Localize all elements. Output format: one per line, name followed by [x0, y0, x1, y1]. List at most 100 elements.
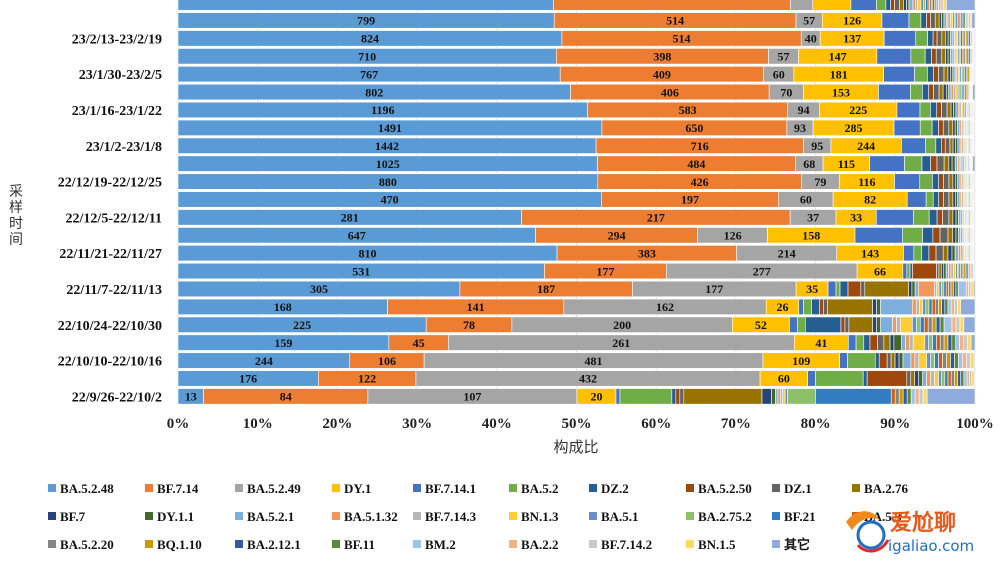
legend-item: BA.5.2: [509, 481, 559, 496]
bar-segment: [970, 334, 976, 351]
y-tick-label: 22/12/5-22/12/11: [66, 211, 162, 226]
segment-value-label: 66: [874, 264, 886, 278]
bar-row: [177, 352, 976, 369]
bar-segment: [947, 30, 951, 47]
segment-value-label: 107: [463, 390, 481, 404]
segment-value-label: 13: [185, 390, 197, 404]
bar-segment: [619, 388, 673, 405]
legend-item: BA.5.2.50: [686, 481, 752, 496]
bar-segment: [840, 316, 846, 333]
x-axis-tick-labels: 0% 10% 20% 30% 40% 50% 60% 70% 80% 90% 100%: [167, 416, 994, 432]
segment-value-label: 52: [755, 318, 767, 332]
y-tick-label: 22/10/10-22/10/16: [58, 355, 162, 370]
bar-segment: [949, 137, 954, 154]
legend-label: BQ.1.10: [157, 537, 202, 552]
bar-segment: [938, 262, 942, 280]
bar-segment: [910, 370, 916, 387]
bar-segment: [973, 137, 976, 154]
bar-segment: [950, 280, 954, 298]
bar-segment: [893, 119, 921, 136]
bar-segment: [932, 30, 938, 47]
bar-segment: [863, 334, 871, 351]
segment-value-label: 200: [613, 318, 631, 332]
bar-segment: [973, 173, 976, 190]
bar-segment: [973, 370, 976, 387]
bar-segment: [953, 280, 957, 298]
bar-segment: [948, 191, 954, 208]
x-tick-label: 90%: [880, 416, 910, 432]
bar-segment: [943, 173, 950, 190]
segment-value-label: 531: [352, 264, 370, 278]
legend-label: BF.7: [60, 509, 86, 524]
legend-label: BA.5.2.1: [247, 509, 294, 524]
segment-value-label: 147: [829, 49, 847, 63]
bar-segment: [950, 298, 955, 315]
y-tick-label: 22/10/24-22/10/30: [58, 319, 162, 334]
segment-value-label: 409: [653, 67, 671, 81]
legend-swatch: [589, 484, 597, 492]
bar-segment: [930, 352, 935, 369]
segment-value-label: 647: [348, 228, 366, 242]
segment-value-label: 470: [381, 193, 399, 207]
legend-label: BF.21: [784, 509, 816, 524]
legend-label: 其它: [784, 537, 810, 552]
bar-segment: [947, 298, 952, 315]
bar-row: [177, 227, 976, 244]
bar-segment: [952, 209, 957, 226]
bar-segment: [883, 334, 891, 351]
bar-segment: [807, 370, 816, 387]
bar-segment: [925, 298, 930, 315]
bar-segment: [966, 334, 972, 351]
bar-segment: [954, 245, 959, 262]
bar-segment: [958, 245, 961, 262]
bar-segment: [973, 352, 976, 369]
segment-value-label: 181: [830, 67, 848, 81]
legend-label: BF.7.14.3: [425, 509, 477, 524]
bar-segment: [947, 245, 953, 262]
bar-segment: [913, 245, 923, 262]
bar-segment: [909, 262, 913, 280]
segment-value-label: 177: [705, 282, 723, 296]
bar-segment: [896, 101, 921, 119]
segment-value-label: 767: [360, 67, 378, 81]
legend-swatch: [145, 540, 153, 548]
legend-swatch: [332, 540, 340, 548]
bar-segment: [973, 191, 976, 208]
bar-segment: [839, 280, 849, 298]
bar-segment: [914, 352, 920, 369]
bar-segment: [931, 48, 937, 65]
bar-segment: [789, 316, 798, 333]
bar-segment: [878, 83, 911, 101]
bar-segment: [901, 137, 926, 154]
bar-segment: [915, 298, 920, 315]
legend-item: BF.11: [332, 537, 375, 552]
x-axis-title: 构成比: [553, 438, 598, 456]
bar-segment: [872, 316, 877, 333]
legend-swatch: [413, 484, 421, 492]
bar-segment: [902, 227, 923, 244]
bar-segment: [890, 352, 896, 369]
bar-segment: [804, 316, 842, 333]
bar-segment: [889, 334, 895, 351]
bar-segment: [894, 0, 900, 11]
bar-segment: [898, 352, 904, 369]
bar-segment: [938, 370, 942, 387]
watermark-url: igaliao.com: [888, 537, 974, 555]
bar-segment: [905, 334, 910, 351]
segment-value-label: 225: [849, 103, 867, 117]
bar-segment: [973, 262, 976, 280]
bar-segment: [960, 370, 965, 387]
bar-segment: [850, 0, 877, 11]
bar-segment: [963, 370, 968, 387]
bar-segment: [954, 298, 958, 315]
bar-segment: [942, 209, 950, 226]
bar-segment: [950, 12, 954, 29]
legend-item: BA.5.2.20: [48, 537, 114, 552]
legend-item: DY.1: [332, 481, 371, 496]
bar-segment: [935, 48, 943, 65]
legend-swatch: [48, 512, 56, 520]
segment-value-label: 214: [778, 246, 796, 260]
bar-segment: [919, 316, 925, 333]
legend-swatch: [509, 512, 517, 520]
bar-segment: [931, 316, 937, 333]
